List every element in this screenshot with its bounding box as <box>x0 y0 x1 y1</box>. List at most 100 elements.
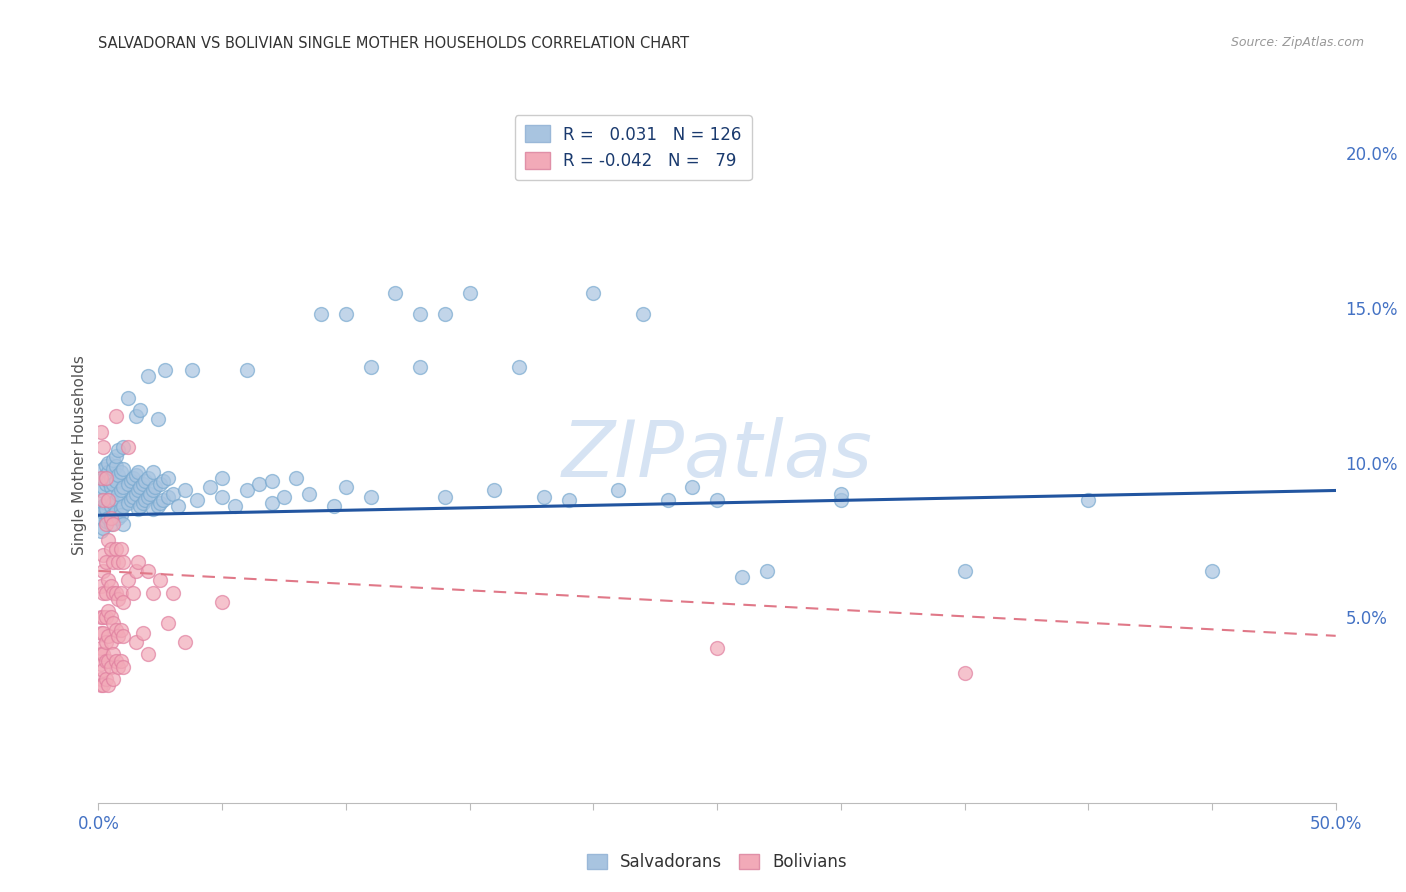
Point <box>90 672 112 686</box>
Point <box>97 492 120 507</box>
Point <box>112 499 135 513</box>
Point <box>94 672 117 686</box>
Point <box>127 483 149 498</box>
Point <box>104 450 127 464</box>
Point <box>110 542 132 557</box>
Point <box>124 635 146 649</box>
Point <box>127 555 149 569</box>
Point <box>94 517 117 532</box>
Point <box>100 511 122 525</box>
Point <box>93 648 115 662</box>
Point <box>360 359 382 374</box>
Point <box>117 573 139 587</box>
Point <box>122 490 145 504</box>
Point <box>174 483 197 498</box>
Point <box>136 564 159 578</box>
Point <box>90 641 112 656</box>
Point <box>124 409 146 424</box>
Point <box>103 555 125 569</box>
Point <box>132 625 155 640</box>
Point <box>360 490 382 504</box>
Point <box>103 648 125 662</box>
Point <box>117 391 139 405</box>
Point <box>103 496 125 510</box>
Point <box>103 508 125 523</box>
Point <box>107 443 129 458</box>
Point <box>104 585 127 599</box>
Point <box>93 663 115 677</box>
Point <box>97 533 120 547</box>
Point <box>90 502 112 516</box>
Point <box>93 462 115 476</box>
Point <box>103 462 125 476</box>
Point <box>174 635 197 649</box>
Point <box>100 480 122 494</box>
Point <box>110 654 132 668</box>
Point <box>409 307 432 321</box>
Point <box>93 520 115 534</box>
Point <box>731 570 754 584</box>
Point <box>110 585 132 599</box>
Point <box>100 517 122 532</box>
Point <box>335 480 357 494</box>
Point <box>93 678 115 692</box>
Point <box>120 474 142 488</box>
Legend: Salvadorans, Bolivians: Salvadorans, Bolivians <box>581 847 853 878</box>
Point <box>273 490 295 504</box>
Point <box>90 492 112 507</box>
Point <box>93 585 115 599</box>
Point <box>94 471 117 485</box>
Point <box>582 285 605 300</box>
Point <box>129 499 152 513</box>
Point <box>149 496 172 510</box>
Point <box>181 363 204 377</box>
Point <box>97 573 120 587</box>
Text: ZIPatlas: ZIPatlas <box>561 417 873 493</box>
Point <box>122 471 145 485</box>
Point <box>94 477 117 491</box>
Point <box>104 623 127 637</box>
Text: Source: ZipAtlas.com: Source: ZipAtlas.com <box>1230 36 1364 49</box>
Point <box>162 486 184 500</box>
Point <box>100 490 122 504</box>
Point <box>97 654 120 668</box>
Point <box>557 492 579 507</box>
Point <box>127 465 149 479</box>
Point <box>112 659 135 673</box>
Point <box>142 502 165 516</box>
Point <box>97 678 120 692</box>
Point <box>142 483 165 498</box>
Point <box>149 573 172 587</box>
Point <box>93 505 115 519</box>
Point <box>110 508 132 523</box>
Point <box>136 369 159 384</box>
Point <box>112 462 135 476</box>
Point <box>94 610 117 624</box>
Point <box>132 496 155 510</box>
Point <box>90 511 112 525</box>
Point <box>97 511 120 525</box>
Point <box>90 483 112 498</box>
Point <box>155 363 177 377</box>
Point <box>110 502 132 516</box>
Point <box>97 492 120 507</box>
Point <box>93 480 115 494</box>
Point <box>953 564 976 578</box>
Point <box>260 496 283 510</box>
Point <box>107 629 129 643</box>
Point <box>260 474 283 488</box>
Point <box>508 359 530 374</box>
Point <box>198 480 221 494</box>
Point <box>104 654 127 668</box>
Point <box>211 595 233 609</box>
Point <box>93 625 115 640</box>
Point <box>107 468 129 483</box>
Point <box>100 579 122 593</box>
Point <box>309 307 332 321</box>
Point <box>156 616 179 631</box>
Point <box>211 471 233 485</box>
Point <box>103 477 125 491</box>
Point <box>134 492 156 507</box>
Point <box>953 665 976 680</box>
Point <box>132 477 155 491</box>
